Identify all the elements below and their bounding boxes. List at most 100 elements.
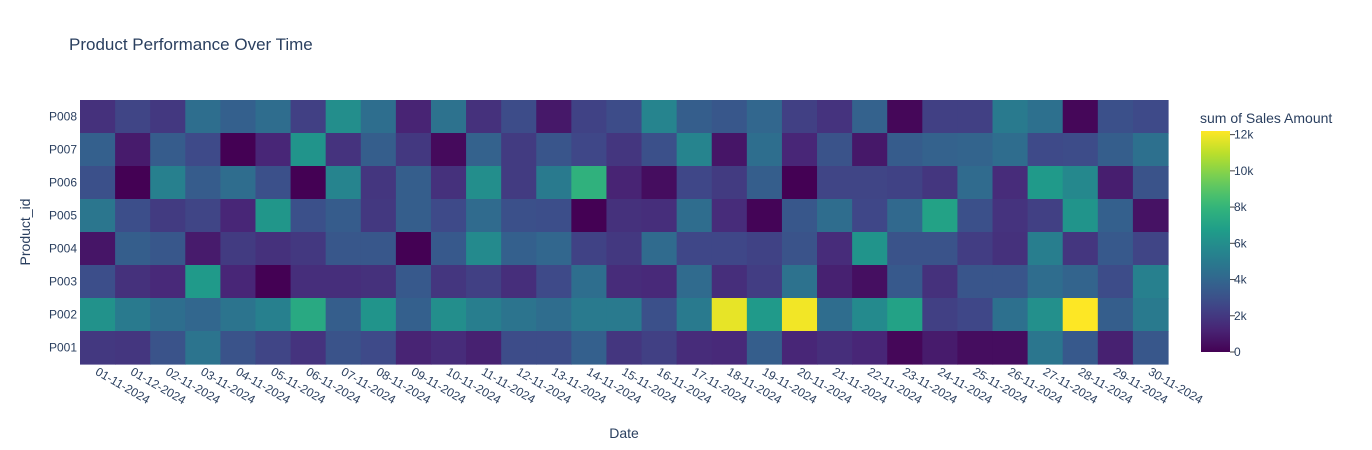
heatmap-cell: [606, 232, 643, 266]
heatmap-cell: [290, 100, 327, 134]
y-tick-label: P003: [49, 275, 77, 289]
heatmap-cell: [360, 133, 397, 167]
heatmap-cell: [676, 331, 713, 365]
heatmap-cell: [922, 166, 959, 200]
heatmap-cell: [185, 265, 221, 299]
heatmap-cell: [1132, 133, 1169, 167]
heatmap-cell: [255, 232, 292, 266]
heatmap-cell: [185, 199, 221, 233]
heatmap-cell: [887, 331, 923, 365]
heatmap-cell: [290, 331, 327, 365]
heatmap-cell: [466, 331, 502, 365]
heatmap-cell: [676, 100, 713, 134]
heatmap-cell: [115, 133, 151, 167]
heatmap-cell: [817, 100, 853, 134]
heatmap-cell: [887, 298, 923, 332]
heatmap-cell: [852, 133, 888, 167]
heatmap-cell: [501, 265, 537, 299]
heatmap-cell: [1097, 199, 1134, 233]
heatmap-cell: [255, 331, 292, 365]
colorbar-tick-label: 2k: [1234, 309, 1248, 323]
heatmap-cell: [852, 100, 888, 134]
heatmap-cell: [1132, 199, 1169, 233]
heatmap-cell: [290, 232, 327, 266]
heatmap-cell: [115, 331, 151, 365]
heatmap-cell: [606, 298, 643, 332]
heatmap-cell: [115, 166, 151, 200]
heatmap-cell: [466, 232, 502, 266]
y-tick-label: P005: [49, 209, 77, 223]
heatmap-cell: [992, 232, 1029, 266]
heatmap-cell: [220, 100, 257, 134]
heatmap-cell: [255, 199, 292, 233]
heatmap-cell: [536, 199, 572, 233]
heatmap-cell: [571, 298, 608, 332]
y-tick-label: P008: [49, 110, 77, 124]
heatmap-cell: [1027, 100, 1064, 134]
heatmap-cell: [220, 331, 257, 365]
heatmap-cell: [641, 232, 678, 266]
heatmap-cell: [290, 166, 327, 200]
heatmap-cell: [220, 133, 257, 167]
heatmap-cell: [992, 166, 1029, 200]
heatmap-cell: [325, 232, 362, 266]
heatmap-cell: [360, 166, 397, 200]
heatmap-cell: [290, 265, 327, 299]
colorbar: [1201, 131, 1230, 352]
heatmap-cell: [290, 298, 327, 332]
colorbar-tick-label: 6k: [1234, 236, 1248, 250]
heatmap-cell: [641, 199, 678, 233]
heatmap-cell: [115, 100, 151, 134]
heatmap-cell: [466, 133, 502, 167]
heatmap-cell: [957, 232, 994, 266]
heatmap-cell: [290, 133, 327, 167]
heatmap-cell: [992, 100, 1029, 134]
heatmap-cell: [676, 265, 713, 299]
heatmap-cell: [395, 265, 432, 299]
heatmap-cell: [395, 133, 432, 167]
heatmap-cell: [1027, 133, 1064, 167]
heatmap-cell: [360, 232, 397, 266]
heatmap-cell: [395, 298, 432, 332]
y-axis-ticks: P008 P007 P006 P005 P004 P003 P002 P001: [49, 110, 77, 355]
heatmap-cell: [290, 199, 327, 233]
heatmap-cell: [1097, 100, 1134, 134]
heatmap-cell: [1132, 232, 1169, 266]
colorbar-tick-label: 10k: [1234, 164, 1254, 178]
heatmap-cell: [957, 298, 994, 332]
heatmap-cell: [746, 133, 783, 167]
heatmap-cell: [852, 166, 888, 200]
heatmap-cell: [1062, 133, 1099, 167]
heatmap-cell: [746, 331, 783, 365]
heatmap-cell: [501, 199, 537, 233]
heatmap-cell: [992, 298, 1029, 332]
heatmap-cell: [852, 298, 888, 332]
x-axis-title: Date: [609, 425, 639, 441]
heatmap-cell: [641, 100, 678, 134]
heatmap-cell: [571, 133, 608, 167]
heatmap-cell: [781, 331, 818, 365]
heatmap-cell: [185, 331, 221, 365]
heatmap-cell: [325, 298, 362, 332]
heatmap-cell: [501, 331, 537, 365]
heatmap-cell: [360, 265, 397, 299]
heatmap-cell: [115, 265, 151, 299]
heatmap-cell: [781, 232, 818, 266]
colorbar-ticks: 0 2k 4k 6k 8k 10k 12k: [1230, 128, 1254, 359]
heatmap-cell: [641, 166, 678, 200]
heatmap-cell: [220, 298, 257, 332]
heatmap-cell: [1097, 331, 1134, 365]
heatmap-cell: [571, 199, 608, 233]
heatmap-cell: [115, 199, 151, 233]
heatmap-cell: [150, 298, 186, 332]
heatmap-cell: [255, 100, 292, 134]
heatmap-cell: [922, 100, 959, 134]
heatmap-cell: [185, 298, 221, 332]
heatmap-cell: [150, 133, 186, 167]
heatmap-cell: [781, 199, 818, 233]
heatmap-cell: [676, 298, 713, 332]
heatmap-cell: [1097, 265, 1134, 299]
heatmap-cell: [957, 133, 994, 167]
heatmap-cell: [571, 100, 608, 134]
